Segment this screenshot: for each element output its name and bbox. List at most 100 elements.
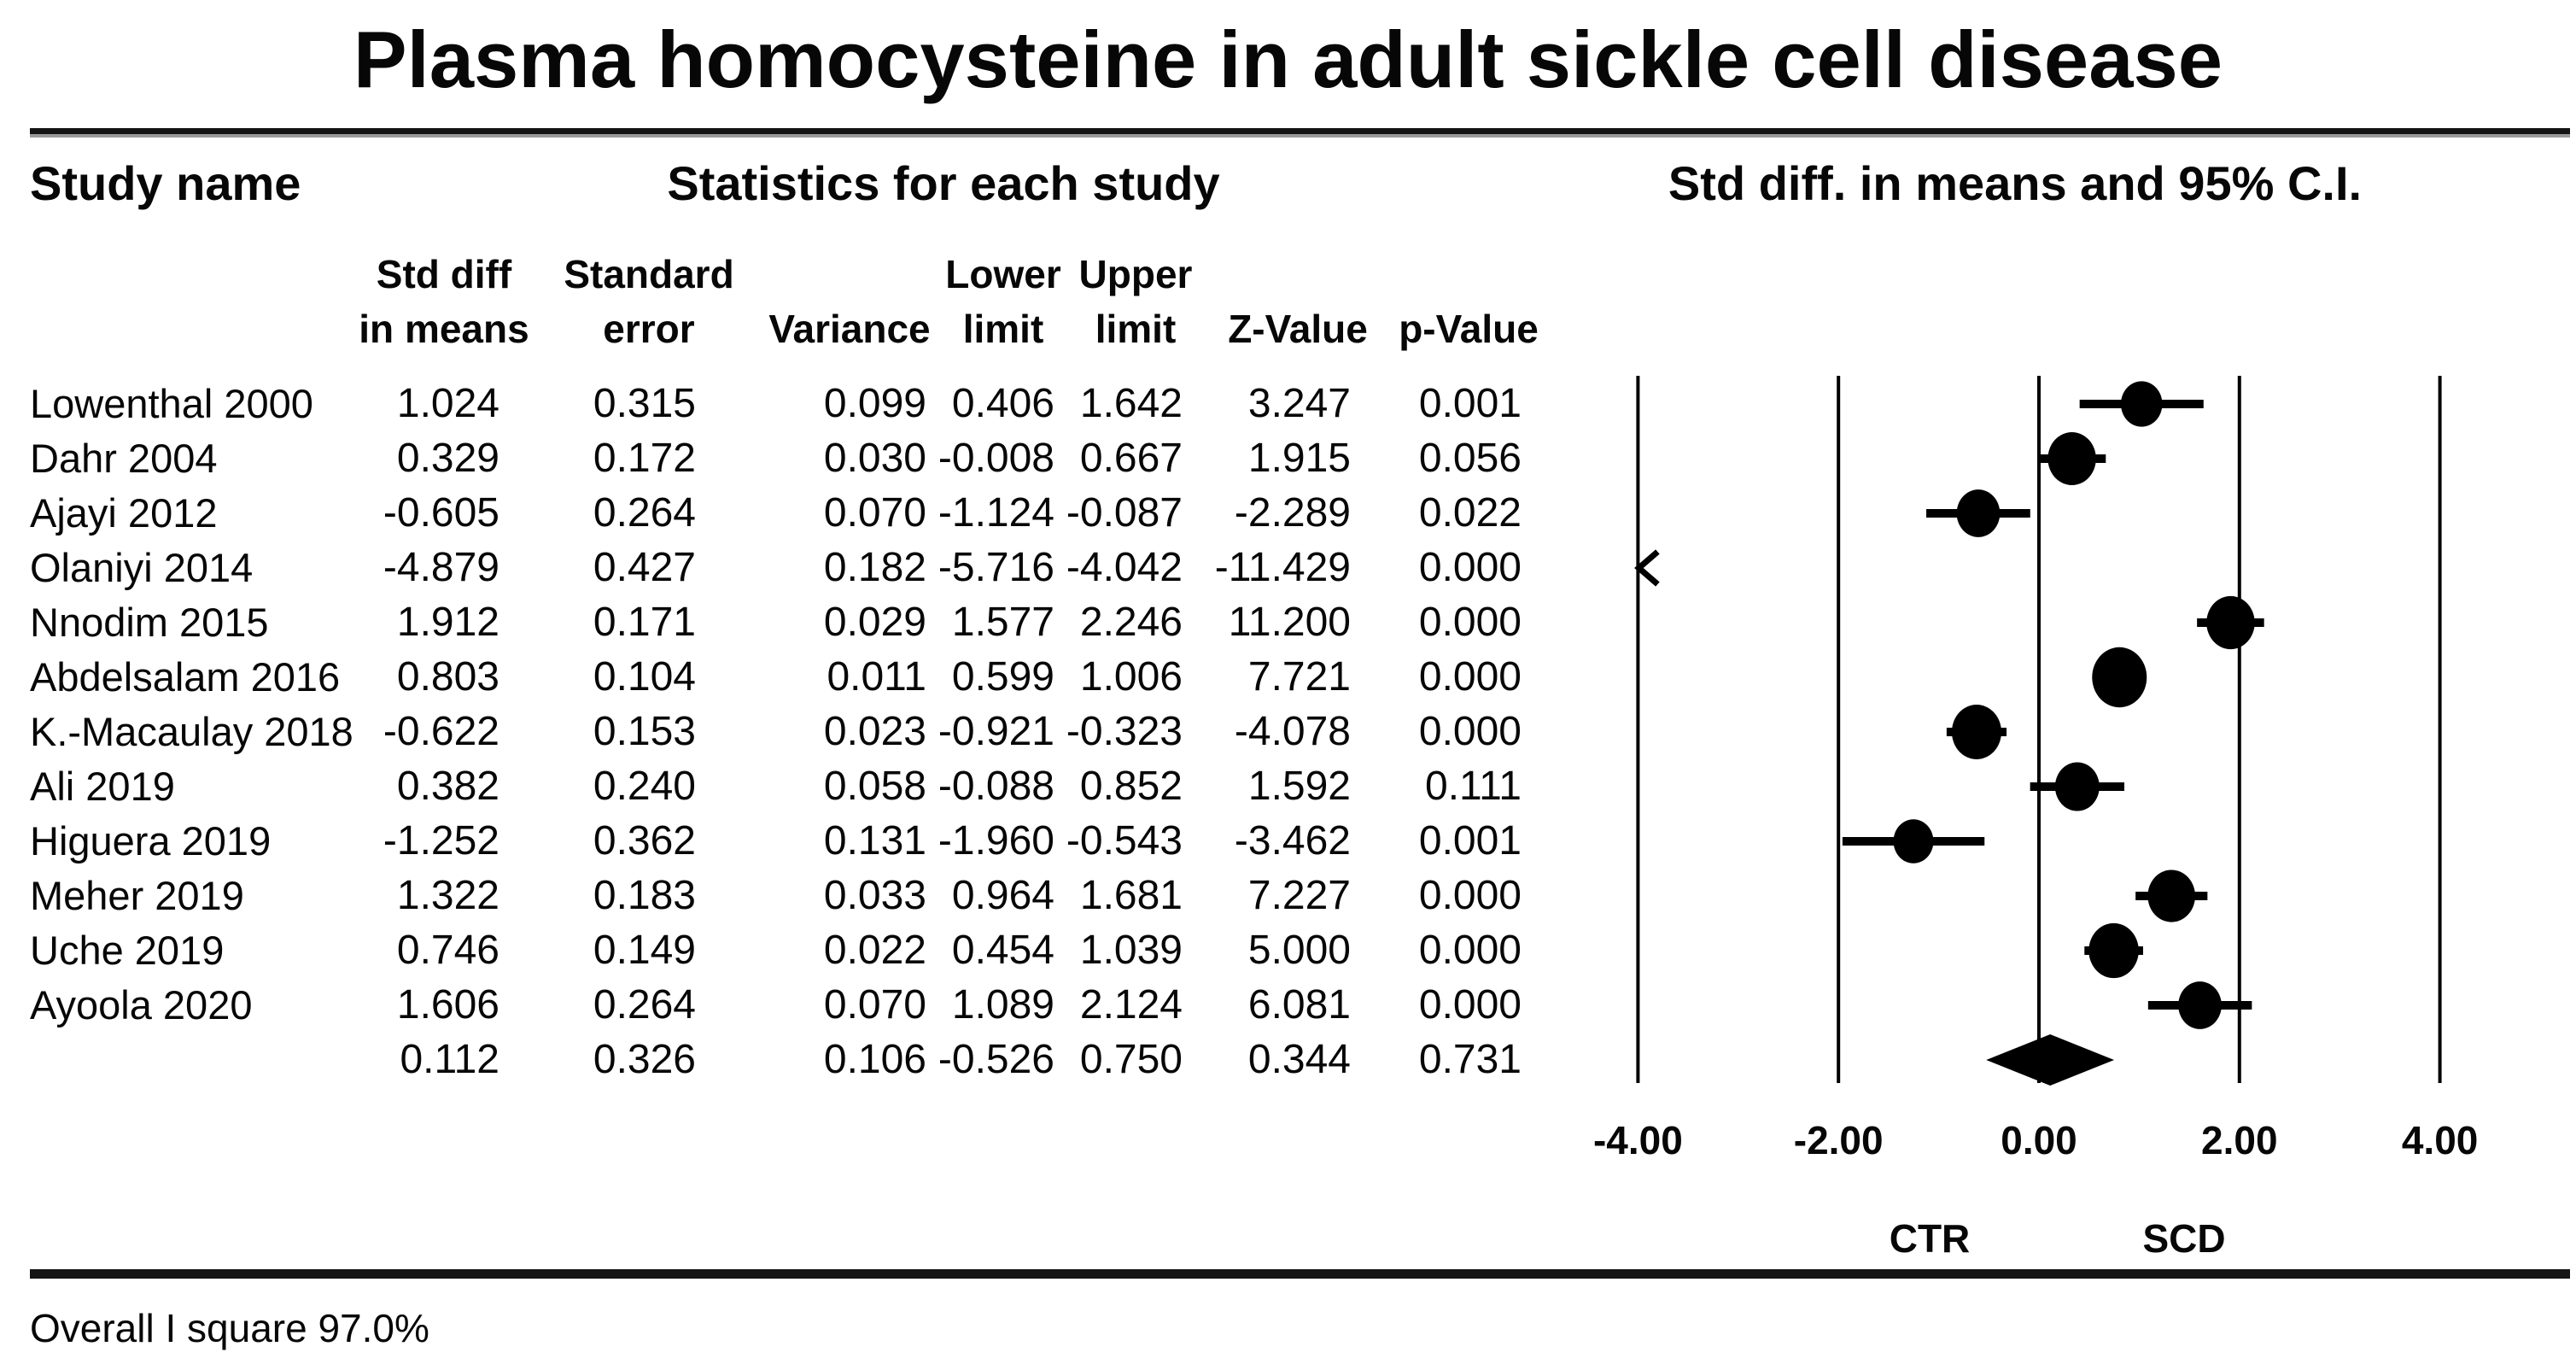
- effect-marker: [2206, 595, 2255, 650]
- stat-z: -2.289: [1234, 490, 1351, 536]
- stat-z: 11.200: [1228, 600, 1351, 645]
- effect-marker: [2047, 431, 2096, 486]
- stat-upper: -0.543: [1066, 818, 1183, 864]
- column-header-line: p-Value: [1399, 307, 1539, 351]
- heterogeneity-note: Overall I square 97.0%: [30, 1306, 429, 1350]
- stat-p: 0.056: [1418, 436, 1522, 481]
- stat-z: 7.227: [1247, 873, 1351, 918]
- top-rule: [30, 128, 2570, 138]
- stat-p: 0.001: [1418, 818, 1522, 864]
- stat-std_diff: 0.803: [396, 654, 499, 700]
- stat-variance: 0.058: [823, 764, 926, 809]
- stat-lower: -1.124: [938, 490, 1054, 536]
- x-axis-tick-label: 2.00: [2201, 1118, 2278, 1162]
- stat-std_err: 0.427: [593, 545, 696, 590]
- stat-p: 0.022: [1418, 490, 1522, 536]
- stat-variance: 0.022: [823, 928, 926, 973]
- stat-variance: 0.106: [823, 1037, 926, 1082]
- stat-std_err: 0.172: [593, 436, 696, 481]
- study-name: Ayoola 2020: [30, 982, 253, 1028]
- stat-lower: 1.089: [951, 982, 1054, 1028]
- stat-std_diff: 0.746: [396, 928, 499, 973]
- stat-upper: 2.246: [1079, 600, 1183, 645]
- stat-std_diff: 1.912: [396, 600, 499, 645]
- stat-z: -11.429: [1214, 545, 1351, 590]
- effect-marker: [2147, 869, 2195, 922]
- stat-z: -4.078: [1234, 709, 1351, 754]
- effect-marker: [1893, 819, 1934, 864]
- stat-upper: 0.852: [1079, 764, 1183, 809]
- stat-z: 7.721: [1247, 654, 1351, 700]
- effect-marker: [1951, 705, 2002, 759]
- stat-std_diff: 1.606: [396, 982, 499, 1028]
- stat-lower: 1.577: [951, 600, 1054, 645]
- stat-std_diff: -0.605: [383, 490, 499, 536]
- stat-upper: -4.042: [1066, 545, 1183, 590]
- stat-p: 0.000: [1418, 600, 1522, 645]
- stat-std_diff: 1.024: [396, 381, 499, 426]
- column-header-line: Z-Value: [1228, 307, 1368, 351]
- column-header-line: Variance: [768, 307, 931, 351]
- column-header-line: in means: [359, 307, 529, 351]
- stat-z: -3.462: [1234, 818, 1351, 864]
- stat-std_diff: -4.879: [383, 545, 499, 590]
- scd-group-label: SCD: [2142, 1216, 2226, 1261]
- stat-lower: -0.088: [938, 764, 1054, 809]
- stat-variance: 0.029: [823, 600, 926, 645]
- stat-upper: 2.124: [1079, 982, 1183, 1028]
- stat-std_diff: -0.622: [383, 709, 499, 754]
- stat-p: 0.000: [1418, 873, 1522, 918]
- stat-variance: 0.182: [823, 545, 926, 590]
- column-header-line: Standard: [564, 252, 734, 296]
- stat-upper: 0.667: [1079, 436, 1183, 481]
- stat-z: 1.915: [1247, 436, 1351, 481]
- stat-variance: 0.099: [823, 381, 926, 426]
- stat-variance: 0.033: [823, 873, 926, 918]
- column-header-line: Lower: [945, 252, 1061, 296]
- stat-lower: 0.454: [951, 928, 1054, 973]
- effect-marker: [2088, 922, 2139, 979]
- stat-upper: 1.681: [1079, 873, 1183, 918]
- stat-z: 3.247: [1247, 381, 1351, 426]
- stat-z: 0.344: [1247, 1037, 1351, 1082]
- effect-size-section-header: Std diff. in means and 95% C.I.: [1668, 156, 2363, 210]
- stat-p: 0.000: [1418, 982, 1522, 1028]
- column-header: Lower limit: [790, 221, 1217, 356]
- bottom-rule: [30, 1269, 2570, 1279]
- stat-upper: 0.750: [1079, 1037, 1183, 1082]
- study-name: Higuera 2019: [30, 818, 272, 864]
- study-name: Lowenthal 2000: [30, 381, 313, 426]
- stat-p: 0.731: [1418, 1037, 1522, 1082]
- column-header: Standard error: [435, 221, 862, 356]
- column-header-line: Upper: [1078, 252, 1193, 296]
- stat-std_err: 0.315: [593, 381, 696, 426]
- statistics-section-header: Statistics for each study: [667, 156, 1220, 210]
- study-name: Abdelsalam 2016: [30, 654, 341, 700]
- stat-std_diff: 0.329: [396, 436, 499, 481]
- column-header-line: limit: [962, 307, 1044, 351]
- stat-std_diff: -1.252: [383, 818, 499, 864]
- stat-z: 6.081: [1247, 982, 1351, 1028]
- stat-upper: 1.039: [1079, 928, 1183, 973]
- stat-p: 0.111: [1425, 764, 1522, 809]
- stat-upper: 1.642: [1079, 381, 1183, 426]
- stat-lower: -1.960: [938, 818, 1054, 864]
- stat-upper: -0.323: [1066, 709, 1183, 754]
- stat-lower: 0.599: [951, 654, 1054, 700]
- column-header-line: Std diff: [376, 252, 512, 296]
- column-header-line: limit: [1095, 307, 1177, 351]
- effect-marker: [2178, 981, 2222, 1029]
- column-header: Variance: [636, 221, 1063, 356]
- study-name: Meher 2019: [30, 873, 244, 918]
- x-axis-tick-label: 4.00: [2401, 1118, 2479, 1162]
- column-header-line: error: [603, 307, 695, 351]
- control-group-label: CTR: [1889, 1216, 1971, 1261]
- stat-variance: 0.131: [823, 818, 926, 864]
- stat-std_err: 0.183: [593, 873, 696, 918]
- stat-lower: -5.716: [938, 545, 1054, 590]
- stat-variance: 0.030: [823, 436, 926, 481]
- study-name: Nnodim 2015: [30, 600, 269, 645]
- stat-std_err: 0.240: [593, 764, 696, 809]
- stat-p: 0.000: [1418, 928, 1522, 973]
